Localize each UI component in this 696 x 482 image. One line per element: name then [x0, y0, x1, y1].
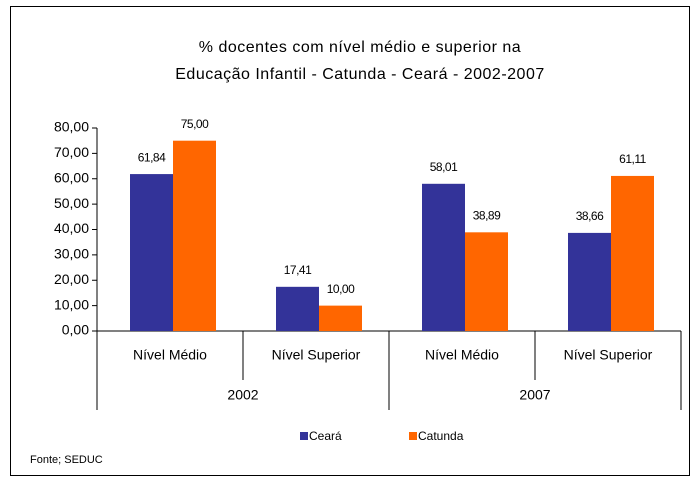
y-tick-label: 30,00 [54, 246, 89, 262]
legend-swatch [409, 432, 417, 440]
data-label: 58,01 [430, 160, 458, 174]
bar [465, 232, 508, 331]
y-tick-label: 50,00 [54, 195, 89, 211]
bar [173, 140, 216, 331]
data-label: 61,11 [619, 152, 646, 166]
bar [130, 174, 173, 331]
bar [276, 286, 319, 331]
y-tick-label: 80,00 [54, 119, 89, 135]
x-tick-label: Nível Superior [272, 347, 361, 363]
group-label: 2002 [227, 387, 258, 403]
data-label: 61,84 [138, 150, 166, 164]
bar [568, 232, 611, 331]
y-tick-label: 60,00 [54, 169, 89, 185]
chart-subtitle: Educação Infantil - Catunda - Ceará - 20… [175, 66, 545, 83]
bar [319, 305, 362, 331]
group-label: 2007 [519, 387, 550, 403]
data-label: 10,00 [327, 282, 355, 296]
bar [611, 175, 654, 331]
legend-swatch [300, 432, 308, 440]
y-tick-label: 40,00 [54, 220, 89, 236]
chart-title: % docentes com nível médio e superior na [199, 39, 521, 56]
y-tick-label: 0,00 [62, 322, 89, 338]
source-note: Fonte; SEDUC [30, 454, 103, 466]
data-label: 38,89 [473, 208, 501, 222]
x-tick-label: Nível Médio [425, 347, 499, 363]
data-label: 17,41 [284, 263, 312, 277]
bar [422, 183, 465, 331]
data-label: 75,00 [181, 117, 209, 131]
data-label: 38,66 [576, 209, 604, 223]
x-tick-label: Nível Superior [564, 347, 653, 363]
legend-label: Ceará [309, 429, 342, 443]
legend-label: Catunda [418, 429, 464, 443]
y-tick-label: 20,00 [54, 271, 89, 287]
y-tick-label: 10,00 [54, 296, 89, 312]
y-tick-label: 70,00 [54, 144, 89, 160]
x-tick-label: Nível Médio [133, 347, 207, 363]
